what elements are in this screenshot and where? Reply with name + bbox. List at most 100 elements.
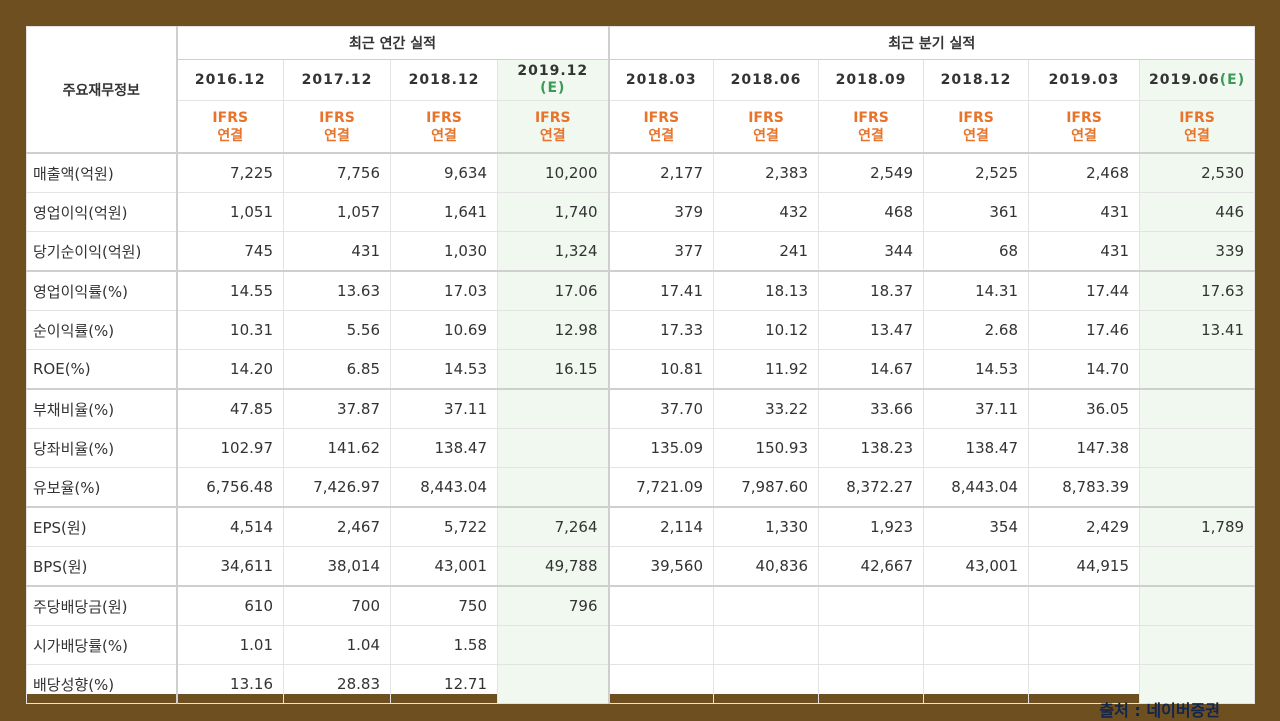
table-cell — [1028, 664, 1141, 704]
table-cell: 468 — [818, 192, 925, 232]
period-header: 2017.12 — [283, 59, 391, 101]
table-cell: 8,443.04 — [390, 467, 498, 508]
quarter-group-header: 최근 분기 실적 — [608, 26, 1256, 60]
row-label: 영업이익(억원) — [26, 192, 178, 232]
table-cell: 17.41 — [608, 270, 715, 311]
table-cell — [608, 625, 715, 665]
period-label: 2017.12 — [301, 72, 373, 88]
table-cell: 1,740 — [496, 192, 610, 232]
table-cell — [1139, 349, 1256, 390]
period-header-row: 2016.12 2017.12 2018.12 2019.12 (E) 2018.03 20… — [27, 59, 1256, 101]
period-label: 2018.12 — [408, 72, 480, 88]
period-label: 2018.06 — [730, 72, 802, 88]
table-cell — [923, 585, 1030, 626]
table-cell: 40,836 — [713, 546, 820, 587]
table-cell: 8,443.04 — [923, 467, 1030, 508]
period-label: 2019.12 — [517, 63, 589, 79]
ifrs-label: IFRS — [1179, 109, 1215, 126]
table-cell: 28.83 — [283, 664, 391, 704]
table-cell — [713, 625, 820, 665]
table-cell: 9,634 — [390, 152, 498, 193]
table-cell: 47.85 — [176, 388, 284, 429]
table-body: 매출액(억원) 7,225 7,756 9,634 10,200 2,177 2,383 2,… — [26, 152, 1256, 704]
table-cell: 2,177 — [608, 152, 715, 193]
table-cell: 38,014 — [283, 546, 391, 587]
estimate-mark: (E) — [1219, 72, 1246, 88]
table-row: 순이익률(%) 10.31 5.56 10.69 12.98 17.33 10.12 13.4… — [26, 310, 1256, 350]
consolidated-label: 연결 — [858, 127, 884, 144]
table-cell: 68 — [923, 231, 1030, 272]
table-cell: 1,923 — [818, 506, 925, 547]
table-cell: 1,641 — [390, 192, 498, 232]
ifrs-consolidated-header: IFRS 연결 — [713, 100, 820, 154]
period-header: 2016.12 — [176, 59, 284, 101]
table-row: 영업이익률(%) 14.55 13.63 17.03 17.06 17.41 18.13 18… — [26, 270, 1256, 311]
period-header: 2018.09 — [818, 59, 925, 101]
table-cell — [1139, 467, 1256, 508]
table-cell: 12.71 — [390, 664, 498, 704]
consolidated-label: 연결 — [1071, 127, 1097, 144]
table-cell: 379 — [608, 192, 715, 232]
table-row: 부채비율(%) 47.85 37.87 37.11 37.70 33.22 33.66 37.… — [26, 388, 1256, 429]
table-row: 시가배당률(%) 1.01 1.04 1.58 — [26, 625, 1256, 665]
table-cell: 33.66 — [818, 388, 925, 429]
table-cell: 13.16 — [176, 664, 284, 704]
period-header: 2018.12 — [923, 59, 1030, 101]
table-cell: 1,789 — [1139, 506, 1256, 547]
table-cell: 361 — [923, 192, 1030, 232]
table-cell: 14.31 — [923, 270, 1030, 311]
table-cell: 339 — [1139, 231, 1256, 272]
table-cell: 44,915 — [1028, 546, 1141, 587]
table-cell: 10.81 — [608, 349, 715, 390]
table-cell — [713, 585, 820, 626]
table-cell: 14.53 — [390, 349, 498, 390]
ifrs-consolidated-header: IFRS 연결 — [608, 100, 715, 154]
estimate-mark: (E) — [540, 80, 566, 96]
table-cell: 11.92 — [713, 349, 820, 390]
table-cell: 12.98 — [496, 310, 610, 350]
ifrs-consolidated-header: IFRS 연결 — [496, 100, 610, 154]
period-label: 2016.12 — [194, 72, 266, 88]
table-cell: 344 — [818, 231, 925, 272]
annual-group-header: 최근 연간 실적 — [175, 26, 610, 60]
table-cell: 150.93 — [713, 428, 820, 468]
table-cell: 17.44 — [1028, 270, 1141, 311]
table-cell: 14.55 — [176, 270, 284, 311]
table-cell — [496, 664, 610, 704]
table-cell: 138.23 — [818, 428, 925, 468]
table-cell: 39,560 — [608, 546, 715, 587]
table-cell — [1139, 625, 1256, 665]
table-row: BPS(원) 34,611 38,014 43,001 49,788 39,560 40,8… — [26, 546, 1256, 587]
table-row: 당기순이익(억원) 745 431 1,030 1,324 377 241 344 68 431 3… — [26, 231, 1256, 272]
table-cell — [496, 388, 610, 429]
row-label: 매출액(억원) — [26, 152, 178, 193]
period-header: 2018.06 — [713, 59, 820, 101]
table-cell: 1,324 — [496, 231, 610, 272]
table-row: EPS(원) 4,514 2,467 5,722 7,264 2,114 1,330 1,92… — [26, 506, 1256, 547]
table-cell: 5,722 — [390, 506, 498, 547]
period-label: 2019.03 — [1048, 72, 1120, 88]
table-cell: 2,383 — [713, 152, 820, 193]
table-cell: 17.33 — [608, 310, 715, 350]
table-cell — [818, 664, 925, 704]
ifrs-consolidated-header: IFRS 연결 — [283, 100, 391, 154]
table-cell: 2,467 — [283, 506, 391, 547]
table-cell: 4,514 — [176, 506, 284, 547]
period-header: 2019.06(E) — [1139, 59, 1256, 101]
table-row: 주당배당금(원) 610 700 750 796 — [26, 585, 1256, 626]
table-cell — [923, 664, 1030, 704]
ifrs-consolidated-header: IFRS 연결 — [1139, 100, 1256, 154]
consolidated-label: 연결 — [324, 127, 350, 144]
consolidated-label: 연결 — [217, 127, 244, 144]
table-cell: 796 — [496, 585, 610, 626]
table-cell: 13.41 — [1139, 310, 1256, 350]
table-cell: 17.63 — [1139, 270, 1256, 311]
row-label: ROE(%) — [26, 349, 178, 390]
table-cell: 1,051 — [176, 192, 284, 232]
table-cell: 1,330 — [713, 506, 820, 547]
table-cell: 138.47 — [390, 428, 498, 468]
table-cell: 7,264 — [496, 506, 610, 547]
period-header: 2019.12 (E) — [496, 59, 610, 101]
table-cell — [1028, 585, 1141, 626]
table-cell: 18.13 — [713, 270, 820, 311]
